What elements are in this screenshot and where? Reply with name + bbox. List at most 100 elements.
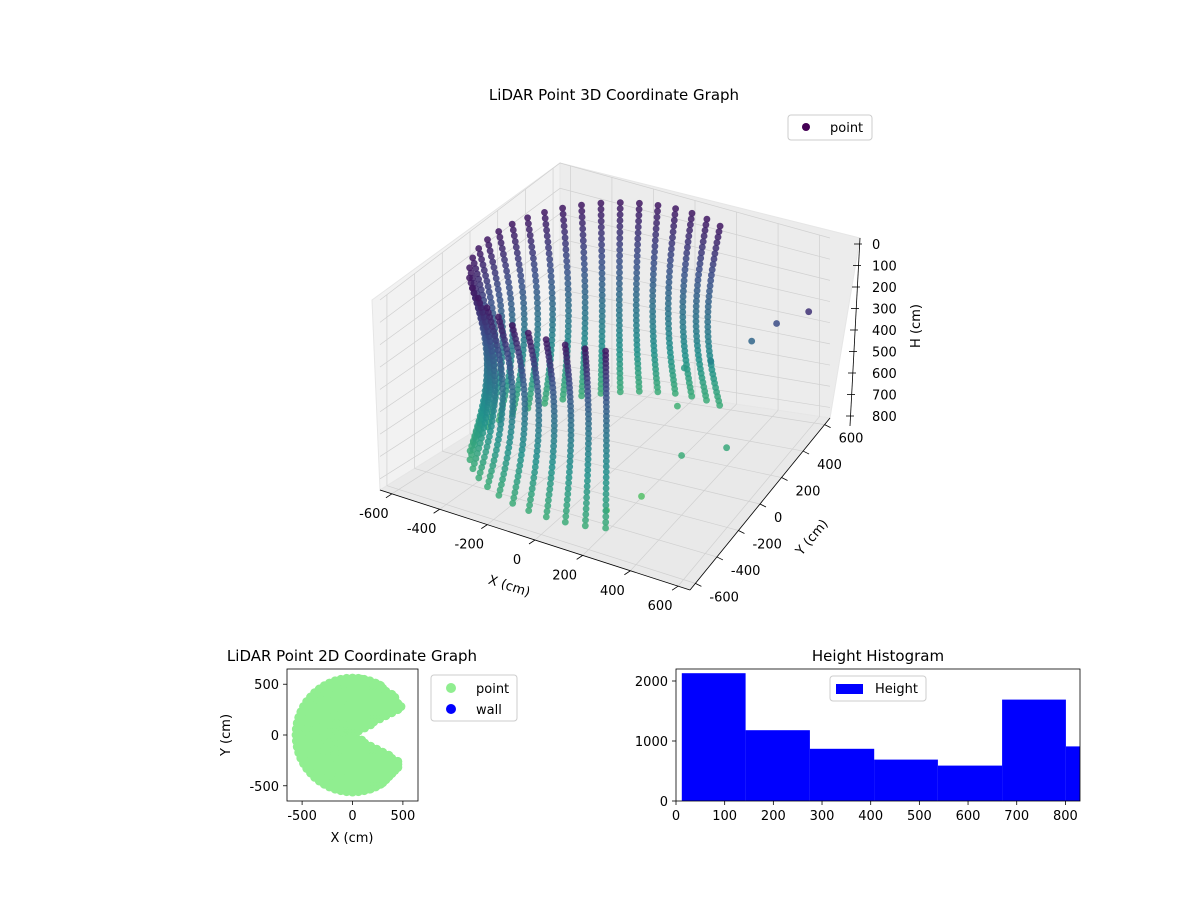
point-3d [495, 431, 503, 438]
point-3d [497, 307, 505, 315]
point-3d [519, 294, 527, 301]
point-3d [534, 442, 541, 450]
y-tick-label-2d: -500 [249, 780, 279, 795]
point-3d [544, 238, 552, 246]
point-3d [616, 211, 624, 219]
point-3d [535, 427, 542, 434]
point-3d [549, 453, 557, 461]
point-3d [598, 307, 606, 315]
point-3d [525, 507, 533, 514]
point-3d [680, 333, 687, 341]
point-3d [482, 414, 490, 422]
point-3d [567, 426, 575, 434]
point-3d [549, 300, 556, 308]
point-3d [515, 260, 523, 268]
point-3d [598, 328, 606, 335]
point-3d [692, 327, 700, 335]
point-3d [565, 479, 572, 487]
point-3d [533, 288, 541, 296]
point-3d [469, 465, 477, 473]
x-tick-label-3d: -600 [359, 507, 389, 522]
point-3d [603, 442, 610, 449]
point-3d [517, 456, 524, 464]
grid-line [379, 238, 831, 368]
point-3d [496, 425, 504, 433]
point-3d [542, 336, 550, 343]
point-3d [704, 328, 712, 336]
point-3d [509, 388, 516, 396]
point-3d [521, 320, 528, 328]
point-3d [698, 243, 706, 251]
z-tick-label-3d: 0 [872, 238, 880, 253]
point-3d [466, 456, 474, 464]
point-3d [633, 280, 640, 288]
point-3d [549, 326, 556, 334]
point-3d [615, 296, 623, 304]
point-3d [521, 395, 529, 403]
point-3d [498, 410, 506, 418]
point-3d [486, 247, 494, 255]
point-3d [548, 331, 556, 339]
point-3d [669, 234, 676, 242]
point-3d [651, 242, 659, 250]
point-3d [493, 446, 500, 454]
point-3d [466, 274, 473, 282]
point-3d [478, 464, 486, 471]
point-3d [548, 469, 555, 477]
point-3d [649, 281, 657, 289]
point-3d [665, 294, 672, 302]
point-3d [567, 447, 574, 455]
point-3d [602, 524, 609, 532]
point-3d [550, 422, 558, 430]
point-3d [488, 253, 495, 260]
point-3d [548, 289, 556, 297]
point-3d [580, 243, 587, 251]
point-3d [528, 485, 536, 493]
point-3d [564, 291, 572, 298]
chart-histogram: Height Histogram 0 100 200 300 400 500 600 700 8… [635, 647, 1081, 824]
point-3d [706, 282, 714, 290]
point-3d [510, 494, 518, 502]
point-3d [480, 266, 488, 274]
grid-line [379, 162, 831, 301]
x-tick-label-3d: -400 [407, 522, 437, 537]
point-3d [498, 415, 505, 423]
point-3d [633, 275, 640, 282]
legend-3d: point [787, 114, 873, 141]
point-3d [697, 254, 705, 262]
point-3d [670, 222, 678, 230]
point-3d [508, 413, 516, 421]
point-3d [476, 469, 484, 476]
point-3d [583, 483, 591, 490]
point-3d [665, 330, 673, 337]
point-3d [471, 460, 478, 467]
point-3d [542, 513, 550, 521]
point-3d [503, 454, 511, 462]
point-3d [549, 311, 556, 318]
y-axis-label-2d: Y (cm) [219, 714, 234, 757]
point-3d [563, 263, 571, 271]
point-3d [507, 295, 515, 302]
point-3d [533, 283, 540, 290]
x-axis-label-3d: X (cm) [486, 573, 532, 601]
point-3d [581, 345, 589, 353]
point-3d [585, 430, 592, 437]
point-3d [585, 425, 592, 432]
point-3d [692, 313, 700, 320]
point-3d [508, 423, 515, 431]
point-3d [491, 377, 499, 385]
z-tick-label-3d: 200 [872, 281, 897, 296]
point-3d [487, 427, 494, 435]
point-3d [598, 247, 606, 255]
point-3d [693, 297, 700, 305]
point-3d [499, 380, 506, 388]
point-3d [497, 302, 505, 309]
point-3d [578, 392, 585, 400]
point-3d [499, 395, 507, 403]
y-tick-3d [802, 450, 810, 455]
point-3d [565, 301, 572, 309]
point-3d [672, 205, 679, 213]
ticks-3d: -600 -400 -200 0 200 400 600 -600 -400 -200 0 200 40… [359, 238, 897, 614]
point-3d [548, 278, 555, 286]
point-3d [488, 467, 495, 475]
